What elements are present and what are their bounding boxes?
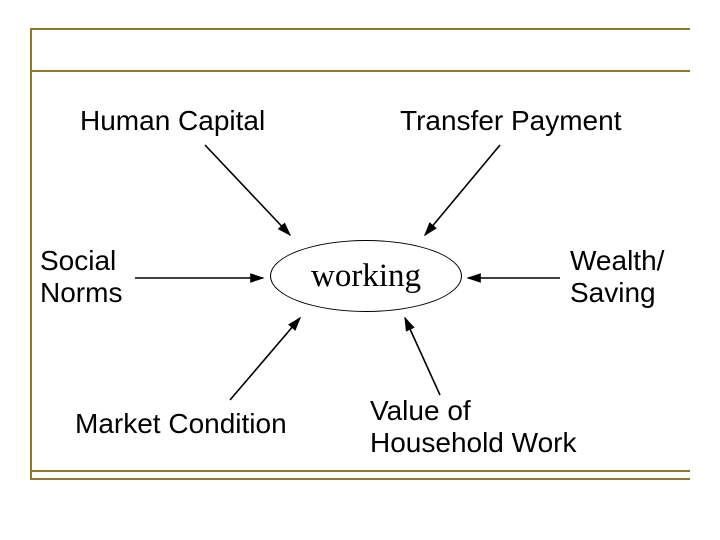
center-label: working <box>311 258 421 295</box>
arrow-a-tp <box>425 145 500 235</box>
node-transfer-payment: Transfer Payment <box>400 105 621 137</box>
arrow-a-hc <box>205 145 290 235</box>
arrow-a-mc <box>230 318 300 400</box>
center-node: working <box>270 240 462 312</box>
node-human-capital: Human Capital <box>80 105 265 137</box>
node-household-work: Value of Household Work <box>370 395 576 459</box>
node-market-condition: Market Condition <box>75 408 287 440</box>
node-wealth-saving: Wealth/ Saving <box>570 245 664 309</box>
arrow-a-hw <box>405 318 440 395</box>
node-social-norms: Social Norms <box>40 245 122 309</box>
